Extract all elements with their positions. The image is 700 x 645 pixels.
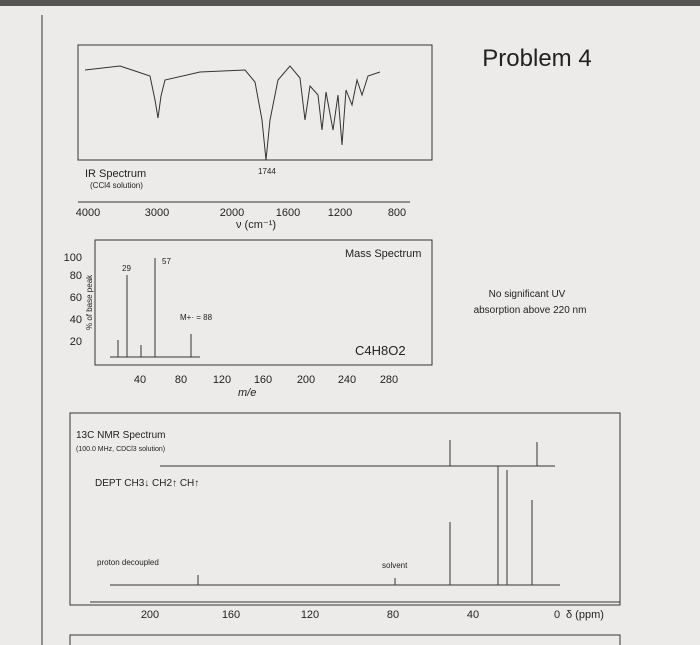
- ir-tick-label: 3000: [145, 207, 169, 219]
- mass-x-tick: 80: [175, 374, 187, 386]
- mass-x-tick: 200: [297, 374, 315, 386]
- mass-frame: [94, 239, 433, 366]
- uv-note: No significant UV: [489, 289, 566, 300]
- mass-y-tick: 20: [70, 336, 82, 348]
- mass-x-label: m/e: [238, 387, 256, 399]
- peak-label: 29: [122, 264, 131, 273]
- dept-label: DEPT CH3↓ CH2↑ CH↑: [95, 478, 199, 489]
- mass-y-tick: 100: [64, 252, 82, 264]
- peak-label: M+· = 88: [180, 313, 213, 322]
- title: Problem 4: [482, 45, 591, 72]
- nmr-x-tick: 160: [222, 609, 240, 621]
- ir-subtitle: (CCl4 solution): [90, 181, 143, 190]
- nmr-subtitle: (100.0 MHz, CDCl3 solution): [76, 446, 165, 453]
- ir-tick-label: 4000: [76, 207, 100, 219]
- ir-trace: [84, 65, 381, 161]
- mass-x-tick: 120: [213, 374, 231, 386]
- mass-x-tick: 160: [254, 374, 272, 386]
- solvent-label: solvent: [382, 561, 408, 570]
- ir-tick-label: 2000: [220, 207, 244, 219]
- formula: C4H8O2: [355, 343, 406, 358]
- nmr-x-tick: 80: [387, 609, 399, 621]
- mass-title: Mass Spectrum: [345, 248, 421, 260]
- nmr-axis-label: δ (ppm): [566, 609, 604, 621]
- mass-y-tick: 60: [70, 292, 82, 304]
- proton-label: proton decoupled: [97, 558, 159, 567]
- ir-frame: [77, 44, 433, 161]
- mass-y-tick: 80: [70, 270, 82, 282]
- mass-x-tick: 40: [134, 374, 146, 386]
- ir-axis-label: ν (cm⁻¹): [236, 219, 276, 231]
- top-bar: [0, 0, 700, 6]
- peak-label: 57: [162, 257, 171, 266]
- nmr-x-tick: 120: [301, 609, 319, 621]
- nmr-frame: [69, 412, 621, 606]
- ir-tick-label: 800: [388, 207, 406, 219]
- nmr-x-tick: 200: [141, 609, 159, 621]
- mass-x-tick: 280: [380, 374, 398, 386]
- nmr-title: 13C NMR Spectrum: [76, 430, 165, 441]
- ir-peak-label: 1744: [258, 167, 276, 176]
- mass-y-label: % of base peak: [85, 274, 94, 330]
- mass-y-tick: 40: [70, 314, 82, 326]
- nmr-x-tick: 0: [554, 609, 560, 621]
- next-frame: [69, 634, 621, 645]
- ir-tick-label: 1600: [276, 207, 300, 219]
- uv-note: absorption above 220 nm: [474, 305, 587, 316]
- mass-x-tick: 240: [338, 374, 356, 386]
- nmr-x-tick: 40: [467, 609, 479, 621]
- ir-title: IR Spectrum: [85, 168, 146, 180]
- ir-tick-label: 1200: [328, 207, 352, 219]
